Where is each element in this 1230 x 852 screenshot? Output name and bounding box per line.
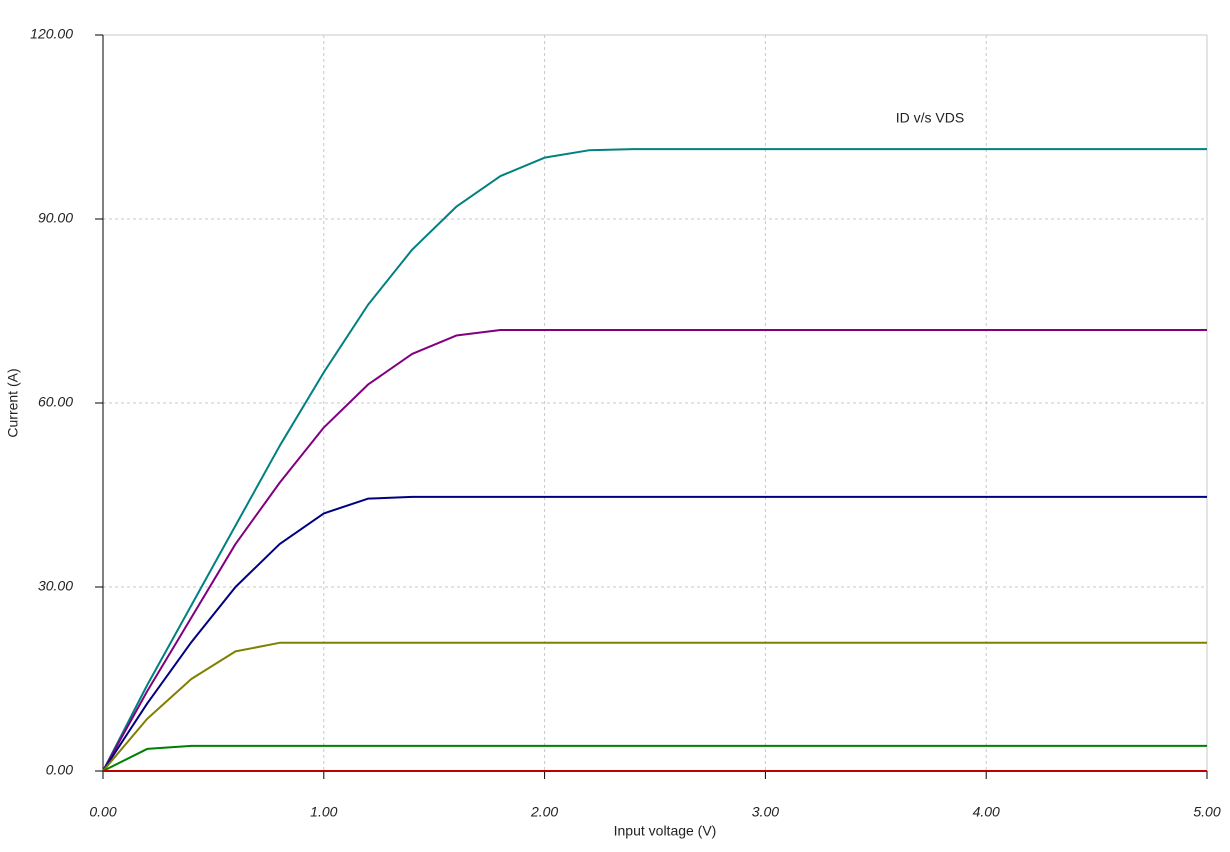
annotation: ID v/s VDS bbox=[896, 110, 964, 126]
x-tick-label: 0.00 bbox=[89, 804, 116, 820]
y-tick-label: 30.00 bbox=[38, 578, 73, 594]
y-tick-label: 60.00 bbox=[38, 394, 73, 410]
x-tick-label: 1.00 bbox=[310, 804, 337, 820]
series-line bbox=[102, 329, 1207, 772]
x-tick-label: 5.00 bbox=[1193, 804, 1220, 820]
y-tick-label: 90.00 bbox=[38, 210, 73, 226]
series-line bbox=[102, 495, 1207, 772]
series-line bbox=[102, 148, 1207, 772]
x-tick-label: 4.00 bbox=[973, 804, 1000, 820]
x-axis-label: Input voltage (V) bbox=[614, 823, 717, 839]
x-tick-label: 3.00 bbox=[752, 804, 779, 820]
x-tick-label: 2.00 bbox=[530, 804, 558, 820]
y-tick-label: 120.00 bbox=[30, 26, 73, 42]
y-axis-label: Current (A) bbox=[5, 368, 21, 437]
series-line bbox=[102, 744, 1207, 772]
y-tick-label: 0.00 bbox=[46, 762, 73, 778]
series-line bbox=[102, 641, 1207, 772]
